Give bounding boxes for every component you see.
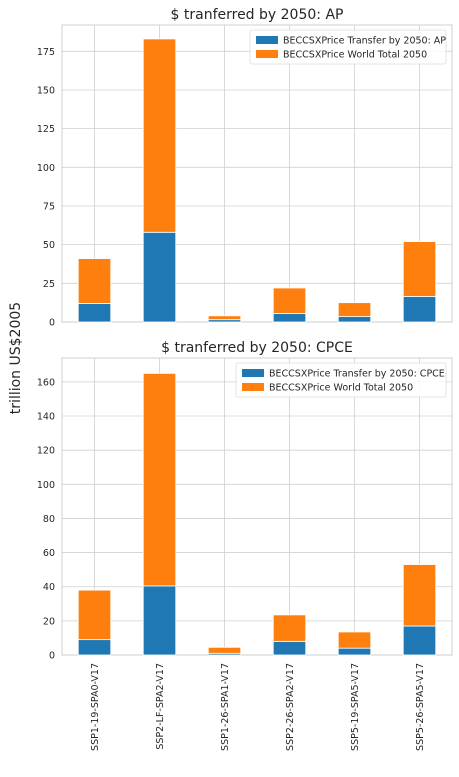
y-tick-label: 100 <box>37 480 55 491</box>
legend-swatch <box>242 383 264 391</box>
x-tick-label: SSP2-26-SPA2-V17 <box>285 663 296 751</box>
x-tick-label: SSP5-26-SPA5-V17 <box>415 663 426 751</box>
y-tick-label: 140 <box>37 412 55 423</box>
x-tick-label: SSP5-19-SPA5-V17 <box>350 663 361 751</box>
legend-label: BECCSXPrice World Total 2050 <box>269 383 413 394</box>
y-tick-label: 75 <box>43 201 55 212</box>
chart-1: $ tranferred by 2050: AP 0 25 50 75 100 125 150… <box>37 7 453 329</box>
bar-world-total <box>207 315 242 321</box>
y-tick-label: 125 <box>37 124 55 135</box>
y-tick-label: 0 <box>49 318 55 329</box>
bar-world-total <box>272 287 307 314</box>
bar-world-total <box>77 258 112 304</box>
legend-box <box>235 362 447 398</box>
y-tick-label: 150 <box>37 85 55 96</box>
chart-2: $ tranferred by 2050: CPCE 0 20 40 60 80 100 12… <box>37 340 453 751</box>
plot-frame <box>61 24 453 323</box>
legend-label: BECCSXPrice World Total 2050 <box>283 50 427 61</box>
y-tick-label: 0 <box>49 651 55 662</box>
bar-world-total <box>402 241 437 297</box>
legend-label: BECCSXPrice Transfer by 2050: CPCE <box>269 369 445 380</box>
x-tick-label: SSP1-19-SPA0-V17 <box>90 663 101 751</box>
bar-transfer <box>142 231 177 323</box>
bar-transfer <box>402 625 437 656</box>
y-tick-label: 160 <box>37 377 55 388</box>
bar-world-total <box>77 589 112 641</box>
legend-swatch <box>242 369 264 377</box>
bar-transfer <box>337 647 372 656</box>
bar-world-total <box>207 646 242 654</box>
y-tick-label: 100 <box>37 163 55 174</box>
bar-world-total <box>142 372 177 587</box>
bar-transfer <box>337 316 372 323</box>
bar-world-total <box>272 614 307 642</box>
bar-transfer <box>402 296 437 323</box>
bar-world-total <box>337 302 372 317</box>
y-tick-label: 50 <box>43 240 55 251</box>
y-axis-label: trillion US$2005 <box>8 302 24 414</box>
bar-transfer <box>272 640 307 656</box>
y-tick-label: 40 <box>43 582 55 593</box>
charts: $ tranferred by 2050: AP 0 25 50 75 100 125 150… <box>37 7 453 751</box>
bar-transfer <box>272 313 307 323</box>
bar-transfer <box>77 303 112 323</box>
bar-transfer <box>142 585 177 656</box>
chart-title: $ tranferred by 2050: AP <box>171 7 344 23</box>
y-tick-label: 25 <box>43 279 55 290</box>
bar-world-total <box>402 564 437 627</box>
legend: BECCSXPrice Transfer by 2050: AP BECCSXPr… <box>249 29 447 65</box>
y-tick-label: 175 <box>37 47 55 58</box>
y-tick-label: 120 <box>37 446 55 457</box>
legend-box <box>249 29 447 65</box>
legend-swatch <box>256 36 278 44</box>
chart-title: $ tranferred by 2050: CPCE <box>161 340 353 356</box>
y-tick-label: 60 <box>43 548 55 559</box>
y-tick-label: 80 <box>43 514 55 525</box>
legend: BECCSXPrice Transfer by 2050: CPCE BECCSX… <box>235 362 447 398</box>
x-tick-label: SSP2-LF-SPA2-V17 <box>155 663 166 750</box>
bar-world-total <box>337 631 372 649</box>
plot-frame <box>61 357 453 656</box>
bar-world-total <box>142 38 177 233</box>
y-tick-label: 20 <box>43 616 55 627</box>
legend-swatch <box>256 50 278 58</box>
x-tick-label: SSP1-26-SPA1-V17 <box>220 663 231 751</box>
bar-transfer <box>77 639 112 656</box>
legend-label: BECCSXPrice Transfer by 2050: AP <box>283 36 446 47</box>
